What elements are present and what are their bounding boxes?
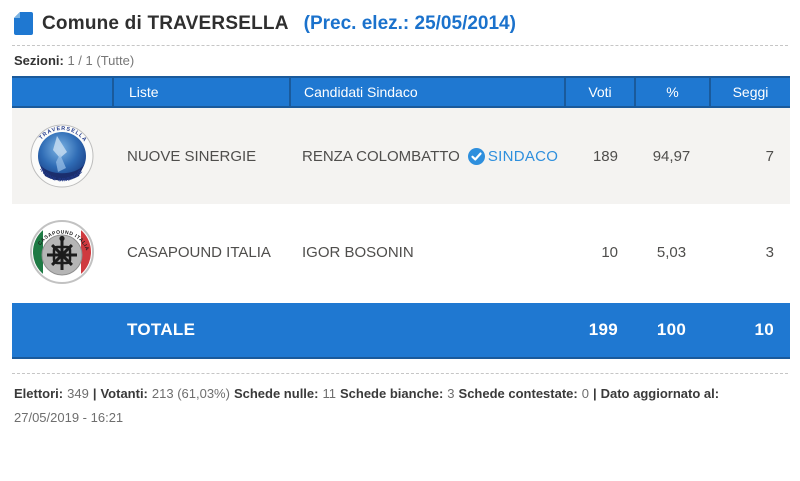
seats-value: 3 bbox=[765, 243, 774, 261]
pipe-separator: | bbox=[92, 386, 97, 401]
candidate-cell: IGOR BOSONIN bbox=[289, 244, 564, 261]
electors-value: 349 bbox=[67, 386, 89, 401]
total-percent: 100 bbox=[656, 320, 687, 339]
blank-ballots-label: Schede bianche: bbox=[339, 386, 444, 401]
null-ballots-value: 11 bbox=[322, 386, 336, 401]
election-results-page: Comune di TRAVERSELLA (Prec. elez.: 25/0… bbox=[12, 10, 790, 430]
previous-election-label: (Prec. elez.: 25/05/2014) bbox=[303, 12, 516, 34]
percent-value: 5,03 bbox=[656, 243, 687, 261]
check-circle-icon bbox=[467, 147, 485, 165]
header-seggi: Seggi bbox=[709, 78, 790, 106]
header-logo-column bbox=[12, 78, 112, 106]
header-percent: % bbox=[634, 78, 709, 106]
votes-value: 10 bbox=[601, 243, 618, 261]
total-label: TOTALE bbox=[127, 320, 196, 339]
footer-line-1: Elettori: 349 | Votanti: 213 (61,03%) Schede … bbox=[14, 382, 786, 406]
table-row: TRAVERSELLA NUOVE SINERGIE NUOVE SINERGI… bbox=[12, 108, 790, 204]
contested-ballots-label: Schede contestate: bbox=[458, 386, 578, 401]
voters-value: 213 (61,03%) bbox=[151, 386, 230, 401]
document-icon bbox=[14, 12, 33, 35]
candidate-cell: RENZA COLOMBATTO SINDACO bbox=[289, 147, 564, 165]
party-logo-cell: TRAVERSELLA NUOVE SINERGIE bbox=[12, 124, 112, 188]
sections-value: 1 / 1 (Tutte) bbox=[67, 53, 135, 68]
sections-line: Sezioni: 1 / 1 (Tutte) bbox=[12, 46, 788, 76]
pipe-separator: | bbox=[592, 386, 597, 401]
total-seats: 10 bbox=[754, 320, 774, 339]
updated-value: 27/05/2019 - 16:21 bbox=[14, 410, 124, 425]
total-votes: 199 bbox=[588, 320, 618, 339]
party-name: NUOVE SINERGIE bbox=[127, 147, 257, 165]
nuove-sinergie-logo: TRAVERSELLA NUOVE SINERGIE bbox=[30, 124, 94, 188]
seats-value: 7 bbox=[765, 147, 774, 165]
title-separator bbox=[12, 45, 788, 46]
results-table: Liste Candidati Sindaco Voti % Seggi bbox=[12, 76, 790, 359]
total-row: TOTALE 199 100 10 bbox=[12, 303, 790, 359]
footer-line-2: 27/05/2019 - 16:21 bbox=[14, 406, 786, 430]
table-row: CASAPOUND ITALIA CASAPOUND ITALIA IGOR B… bbox=[12, 204, 790, 300]
header-voti: Voti bbox=[564, 78, 634, 106]
header-candidati-sindaco: Candidati Sindaco bbox=[289, 78, 564, 106]
table-header-row: Liste Candidati Sindaco Voti % Seggi bbox=[12, 76, 790, 108]
party-name: CASAPOUND ITALIA bbox=[127, 243, 271, 261]
sections-label: Sezioni: bbox=[14, 53, 64, 68]
header-liste: Liste bbox=[112, 78, 289, 106]
casapound-italia-logo: CASAPOUND ITALIA bbox=[30, 220, 94, 284]
null-ballots-label: Schede nulle: bbox=[233, 386, 319, 401]
blank-ballots-value: 3 bbox=[447, 386, 455, 401]
percent-value: 94,97 bbox=[652, 147, 691, 165]
voters-label: Votanti: bbox=[100, 386, 148, 401]
footer-separator bbox=[12, 373, 788, 374]
candidate-name: RENZA COLOMBATTO bbox=[302, 147, 460, 165]
party-logo-cell: CASAPOUND ITALIA bbox=[12, 220, 112, 284]
footer-stats: Elettori: 349 | Votanti: 213 (61,03%) Schede … bbox=[12, 374, 788, 430]
page-header: Comune di TRAVERSELLA (Prec. elez.: 25/0… bbox=[12, 10, 788, 45]
page-title: Comune di TRAVERSELLA bbox=[42, 12, 289, 34]
updated-label: Dato aggiornato al: bbox=[600, 386, 720, 401]
candidate-name: IGOR BOSONIN bbox=[302, 243, 414, 261]
votes-value: 189 bbox=[592, 147, 618, 165]
elected-mayor-badge: SINDACO bbox=[467, 147, 559, 165]
electors-label: Elettori: bbox=[14, 386, 64, 401]
contested-ballots-value: 0 bbox=[581, 386, 589, 401]
badge-label: SINDACO bbox=[487, 147, 559, 165]
